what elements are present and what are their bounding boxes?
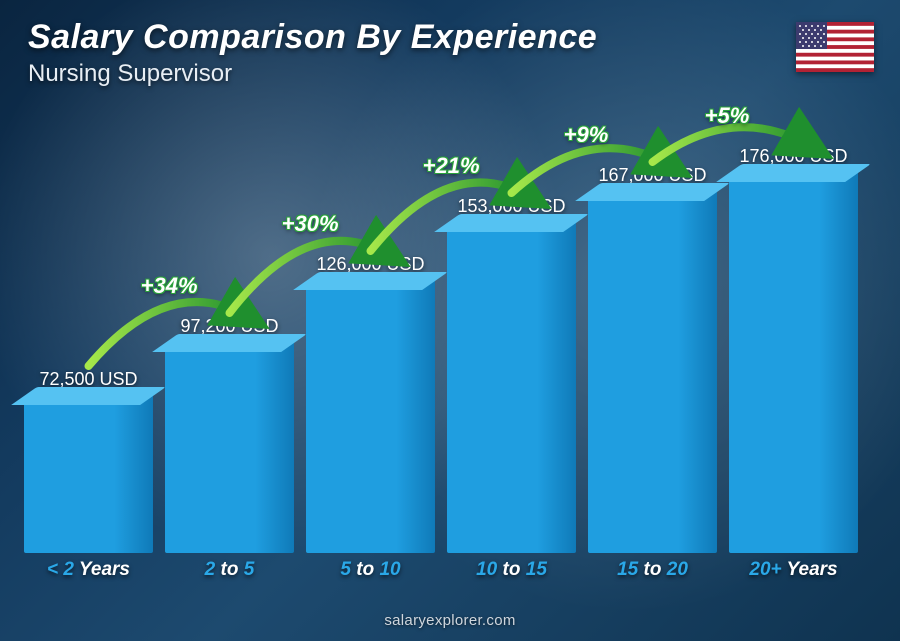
growth-label: +30%: [282, 211, 339, 237]
bar-x-label: < 2 Years: [47, 559, 130, 581]
bar-shape: [306, 281, 435, 553]
bar-chart: 72,500 USD< 2 Years97,200 USD2 to 5126,0…: [0, 87, 900, 587]
bar: 97,200 USD2 to 5: [165, 316, 294, 553]
growth-label: +21%: [423, 153, 480, 179]
flag-icon: [796, 22, 874, 72]
bar: 72,500 USD< 2 Years: [24, 369, 153, 553]
footer-attribution: salaryexplorer.com: [384, 612, 515, 629]
bar-shape: [588, 192, 717, 553]
bar-shape: [165, 343, 294, 553]
bar-shape: [729, 173, 858, 553]
chart-title: Salary Comparison By Experience: [28, 18, 597, 57]
bar: 153,000 USD10 to 15: [447, 196, 576, 553]
bar: 176,000 USD20+ Years: [729, 146, 858, 553]
growth-label: +34%: [141, 273, 198, 299]
bar: 126,000 USD5 to 10: [306, 254, 435, 553]
bar-x-label: 5 to 10: [340, 559, 400, 581]
growth-label: +9%: [564, 122, 609, 148]
chart-subtitle: Nursing Supervisor: [28, 60, 232, 88]
bar-x-label: 10 to 15: [476, 559, 547, 581]
bar: 167,000 USD15 to 20: [588, 165, 717, 553]
bar-x-label: 2 to 5: [205, 559, 255, 581]
bar-shape: [24, 396, 153, 553]
growth-label: +5%: [705, 103, 750, 129]
bar-shape: [447, 223, 576, 553]
chart-canvas: Salary Comparison By Experience Nursing …: [0, 0, 900, 641]
bar-x-label: 20+ Years: [749, 559, 837, 581]
bar-x-label: 15 to 20: [617, 559, 688, 581]
